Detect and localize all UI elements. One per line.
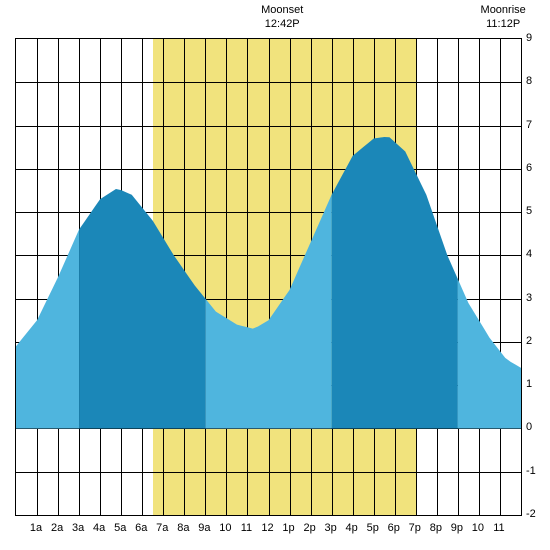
y-tick: 9: [526, 32, 532, 44]
x-tick: 8p: [430, 522, 442, 534]
x-tick: 11: [241, 522, 252, 534]
x-tick: 9a: [198, 522, 210, 534]
moonset-time: 12:42P: [252, 18, 312, 30]
moonset-label: Moonset: [252, 4, 312, 16]
tide-segment: [332, 137, 458, 428]
x-tick: 6p: [388, 522, 400, 534]
tide-segment: [16, 229, 79, 428]
x-tick: 11: [493, 522, 504, 534]
y-tick: 1: [526, 378, 532, 390]
x-tick: 10: [472, 522, 484, 534]
tide-segment: [79, 189, 205, 428]
moonrise-time: 11:12P: [473, 18, 533, 30]
x-tick: 3p: [325, 522, 337, 534]
x-tick: 4a: [93, 522, 105, 534]
y-tick: 3: [526, 292, 532, 304]
x-tick: 7a: [156, 522, 168, 534]
x-tick: 3a: [72, 522, 84, 534]
y-tick: 0: [526, 421, 532, 433]
y-tick: 5: [526, 205, 532, 217]
x-tick: 12: [261, 522, 273, 534]
y-tick: -1: [526, 465, 536, 477]
y-tick: 4: [526, 248, 532, 260]
x-tick: 2p: [303, 522, 315, 534]
x-tick: 9p: [451, 522, 463, 534]
y-tick: -2: [526, 508, 536, 520]
tide-chart: Moonset12:42PMoonrise11:12P-2-1012345678…: [0, 0, 550, 550]
y-tick: 8: [526, 75, 532, 87]
tide-segment: [205, 195, 331, 429]
x-tick: 2a: [51, 522, 63, 534]
y-tick: 7: [526, 119, 532, 131]
plot-area: [15, 38, 522, 516]
x-tick: 1a: [30, 522, 42, 534]
y-tick: 6: [526, 162, 532, 174]
x-tick: 6a: [135, 522, 147, 534]
tide-segment: [458, 279, 521, 428]
x-tick: 7p: [409, 522, 421, 534]
x-tick: 8a: [177, 522, 189, 534]
y-tick: 2: [526, 335, 532, 347]
x-tick: 4p: [346, 522, 358, 534]
x-tick: 5a: [114, 522, 126, 534]
x-tick: 10: [219, 522, 231, 534]
x-tick: 1p: [282, 522, 294, 534]
tide-curve: [16, 39, 521, 515]
moonrise-label: Moonrise: [473, 4, 533, 16]
x-tick: 5p: [367, 522, 379, 534]
